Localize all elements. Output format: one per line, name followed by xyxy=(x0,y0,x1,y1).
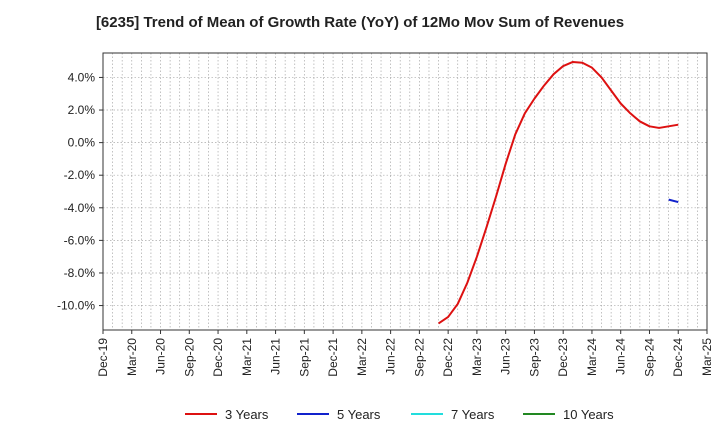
x-tick-label: Sep-21 xyxy=(297,338,311,377)
legend-label: 10 Years xyxy=(563,407,614,422)
x-tick-label: Dec-23 xyxy=(556,338,570,377)
x-tick-label: Mar-23 xyxy=(470,338,484,376)
legend: 3 Years 5 Years 7 Years 10 Years xyxy=(185,407,614,422)
x-tick-label: Jun-23 xyxy=(499,338,513,375)
x-tick-label: Jun-22 xyxy=(384,338,398,375)
x-tick-label: Dec-22 xyxy=(441,338,455,377)
x-tick-label: Dec-24 xyxy=(671,338,685,377)
x-tick-label: Sep-20 xyxy=(182,338,196,377)
y-tick-label: -4.0% xyxy=(64,201,96,215)
series-line xyxy=(668,198,679,204)
y-tick-label: -8.0% xyxy=(64,266,96,280)
x-tick-label: Jun-21 xyxy=(269,338,283,375)
y-tick-label: -10.0% xyxy=(57,299,95,313)
x-tick-label: Sep-22 xyxy=(412,338,426,377)
x-tick-label: Mar-22 xyxy=(355,338,369,376)
x-tick-label: Dec-20 xyxy=(211,338,225,377)
x-tick-label: Dec-19 xyxy=(96,338,110,377)
x-tick-label: Jun-24 xyxy=(614,338,628,375)
x-tick-label: Mar-20 xyxy=(125,338,139,376)
y-tick-label: 0.0% xyxy=(68,136,96,150)
y-tick-label: -2.0% xyxy=(64,168,96,182)
x-tick-label: Mar-24 xyxy=(585,338,599,376)
plot-frame xyxy=(102,52,708,331)
x-tick-label: Sep-24 xyxy=(642,338,656,377)
x-tick-label: Sep-23 xyxy=(527,338,541,377)
x-axis-ticks: Dec-19 Mar-20 Jun-20 Sep-20 Dec-20 Mar-21 Jun-… xyxy=(96,330,714,377)
chart-title: [6235] Trend of Mean of Growth Rate (YoY… xyxy=(95,14,625,31)
y-axis-ticks: 4.0% 2.0% 0.0% -2.0% -4.0% -6.0% -8.0% -10.0% xyxy=(57,70,103,313)
x-tick-label: Mar-25 xyxy=(700,338,714,376)
legend-label: 3 Years xyxy=(225,407,269,422)
y-tick-label: 2.0% xyxy=(68,103,96,117)
series-lines xyxy=(437,60,679,325)
x-tick-label: Mar-21 xyxy=(240,338,254,376)
series-line xyxy=(437,60,679,325)
x-tick-label: Jun-20 xyxy=(154,338,168,375)
legend-label: 5 Years xyxy=(337,407,381,422)
x-tick-label: Dec-21 xyxy=(326,338,340,377)
grid-lines xyxy=(103,53,707,330)
y-tick-label: 4.0% xyxy=(68,70,96,84)
y-tick-label: -6.0% xyxy=(64,233,96,247)
legend-label: 7 Years xyxy=(451,407,495,422)
